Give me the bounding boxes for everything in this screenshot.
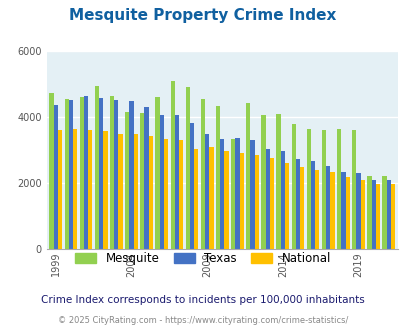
Bar xyxy=(295,159,299,249)
Bar xyxy=(53,105,58,249)
Bar xyxy=(205,134,209,249)
Bar xyxy=(140,113,144,249)
Bar xyxy=(200,99,205,249)
Bar xyxy=(179,140,183,249)
Bar xyxy=(306,129,310,249)
Bar xyxy=(314,170,319,249)
Bar xyxy=(155,97,159,249)
Bar xyxy=(49,93,53,249)
Bar xyxy=(224,151,228,249)
Bar xyxy=(159,115,164,249)
Bar xyxy=(209,147,213,249)
Bar xyxy=(367,176,371,249)
Bar xyxy=(88,130,92,249)
Bar xyxy=(99,98,103,249)
Bar xyxy=(103,131,107,249)
Bar xyxy=(321,130,325,249)
Bar xyxy=(220,139,224,249)
Bar xyxy=(254,155,258,249)
Bar xyxy=(284,163,288,249)
Bar xyxy=(245,103,250,249)
Bar xyxy=(79,97,84,249)
Bar xyxy=(170,81,174,249)
Bar xyxy=(125,112,129,249)
Text: Crime Index corresponds to incidents per 100,000 inhabitants: Crime Index corresponds to incidents per… xyxy=(41,295,364,305)
Bar xyxy=(215,106,220,249)
Legend: Mesquite, Texas, National: Mesquite, Texas, National xyxy=(70,247,335,270)
Bar xyxy=(110,96,114,249)
Bar xyxy=(230,139,235,249)
Bar xyxy=(133,134,137,249)
Bar xyxy=(114,100,118,249)
Bar xyxy=(345,177,349,249)
Bar xyxy=(265,149,269,249)
Bar xyxy=(194,149,198,249)
Bar xyxy=(250,140,254,249)
Bar xyxy=(239,153,243,249)
Bar xyxy=(351,130,356,249)
Text: © 2025 CityRating.com - https://www.cityrating.com/crime-statistics/: © 2025 CityRating.com - https://www.city… xyxy=(58,316,347,325)
Bar xyxy=(144,107,148,249)
Bar xyxy=(299,167,304,249)
Bar xyxy=(64,99,68,249)
Bar xyxy=(280,151,284,249)
Bar xyxy=(84,96,88,249)
Bar xyxy=(68,100,73,249)
Bar xyxy=(341,172,345,249)
Bar xyxy=(310,161,314,249)
Bar xyxy=(73,129,77,249)
Bar xyxy=(386,180,390,249)
Bar xyxy=(118,134,122,249)
Bar xyxy=(129,101,133,249)
Bar xyxy=(291,124,295,249)
Bar xyxy=(190,123,194,249)
Bar xyxy=(148,136,153,249)
Bar xyxy=(174,115,179,249)
Bar xyxy=(276,114,280,249)
Bar xyxy=(185,87,190,249)
Bar xyxy=(360,180,364,249)
Bar xyxy=(261,115,265,249)
Bar xyxy=(330,172,334,249)
Bar xyxy=(356,173,360,249)
Bar xyxy=(235,138,239,249)
Bar xyxy=(375,184,379,249)
Bar xyxy=(164,139,168,249)
Bar xyxy=(382,176,386,249)
Text: Mesquite Property Crime Index: Mesquite Property Crime Index xyxy=(69,8,336,23)
Bar xyxy=(371,180,375,249)
Bar xyxy=(58,130,62,249)
Bar xyxy=(95,86,99,249)
Bar xyxy=(390,184,394,249)
Bar xyxy=(325,166,330,249)
Bar xyxy=(336,129,341,249)
Bar xyxy=(269,158,273,249)
